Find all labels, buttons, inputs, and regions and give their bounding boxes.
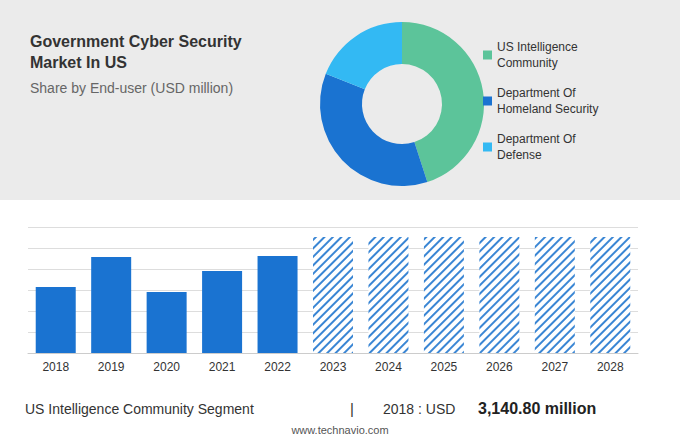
svg-text:2022: 2022 [264, 360, 291, 374]
svg-text:2027: 2027 [541, 360, 568, 374]
svg-text:Department Of: Department Of [497, 132, 579, 146]
svg-text:2025: 2025 [431, 360, 458, 374]
svg-text:2019: 2019 [98, 360, 125, 374]
svg-text:US Intelligence Community Segm: US Intelligence Community Segment [25, 401, 254, 417]
svg-text:Government Cyber Security: Government Cyber Security [30, 33, 246, 50]
svg-text:2018: 2018 [42, 360, 69, 374]
svg-text:Share by End-user (USD million: Share by End-user (USD million) [30, 80, 233, 96]
svg-text:2024: 2024 [375, 360, 402, 374]
svg-text:2026: 2026 [486, 360, 513, 374]
svg-text:Community: Community [497, 56, 558, 70]
svg-text:3,140.80 million: 3,140.80 million [478, 400, 596, 417]
svg-text:2021: 2021 [209, 360, 236, 374]
svg-text:US Intelligence: US Intelligence [497, 40, 581, 54]
svg-text:Defense: Defense [497, 148, 542, 162]
svg-text:2020: 2020 [153, 360, 180, 374]
svg-text:2023: 2023 [320, 360, 347, 374]
svg-text:Department Of: Department Of [497, 86, 579, 100]
svg-text:2028: 2028 [597, 360, 624, 374]
svg-text:www.technavio.com: www.technavio.com [290, 424, 388, 436]
svg-text:|: | [350, 400, 354, 417]
svg-text:2018 : USD: 2018 : USD [383, 401, 455, 417]
svg-text:Homeland Security: Homeland Security [497, 102, 598, 116]
svg-text:Market In US: Market In US [30, 54, 127, 71]
